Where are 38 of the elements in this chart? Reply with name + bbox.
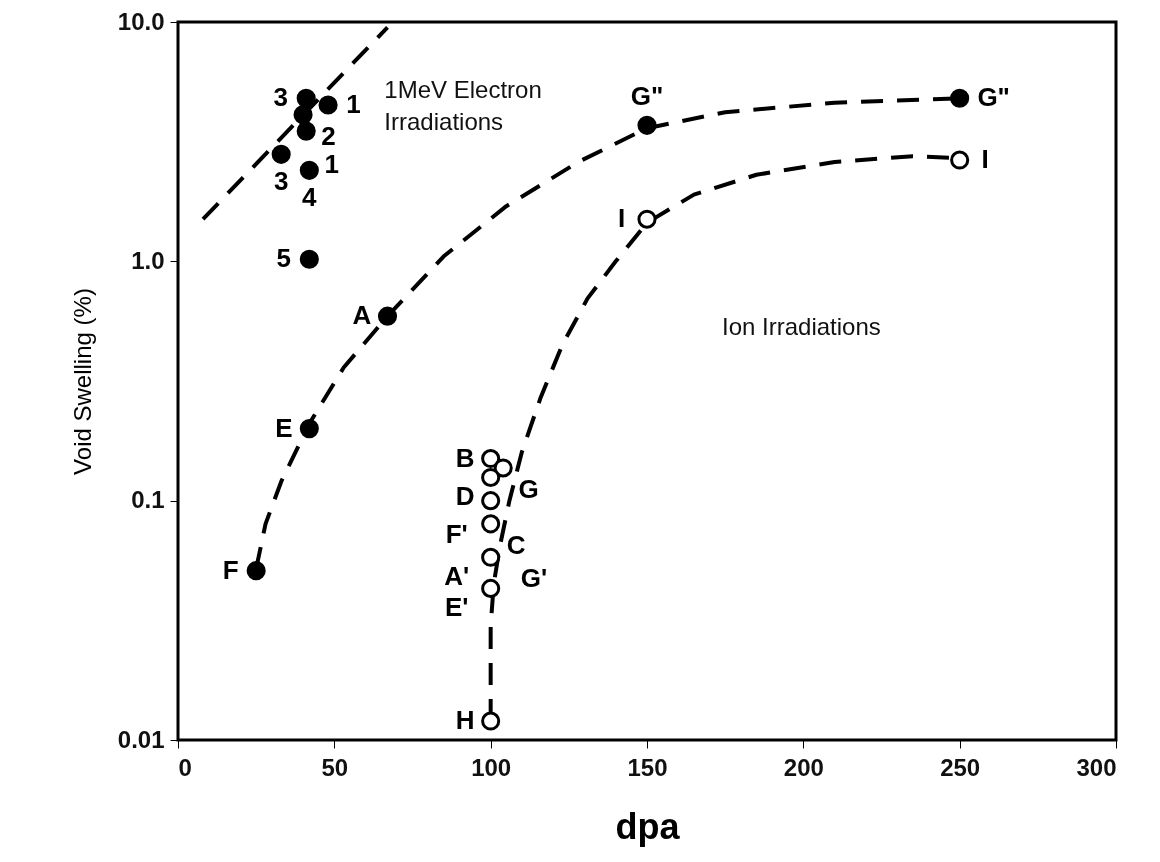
annotation: B xyxy=(455,442,475,473)
annotation: D xyxy=(455,481,475,512)
annotation: 1 xyxy=(324,149,339,180)
annotation: E' xyxy=(444,592,469,623)
annotation: 3 xyxy=(273,82,288,113)
y-axis-title: Void Swelling (%) xyxy=(68,288,96,475)
annotation: 5 xyxy=(276,243,292,274)
annotation: G" xyxy=(977,82,1010,113)
annotation: G" xyxy=(630,81,664,112)
annotation: G' xyxy=(520,563,548,594)
x-tick-label: 100 xyxy=(471,753,512,781)
x-tick-label: 300 xyxy=(1076,753,1117,781)
annotation: F' xyxy=(445,518,468,549)
annotation: Ion Irradiations xyxy=(722,313,881,341)
annotation: H xyxy=(455,705,475,736)
x-tick-label: 200 xyxy=(783,753,824,781)
x-tick-label: 250 xyxy=(940,753,981,781)
annotation: A xyxy=(352,300,372,331)
annotation: G xyxy=(518,473,539,504)
annotation: 1 xyxy=(346,89,361,119)
annotation: 3 xyxy=(273,166,289,197)
annotation: A' xyxy=(444,561,470,592)
y-tick-label: 10.0 xyxy=(117,7,165,35)
annotation: I xyxy=(617,203,626,234)
x-tick-label: 50 xyxy=(321,753,349,781)
y-tick-label: 0.01 xyxy=(117,725,165,753)
y-tick-label: 1.0 xyxy=(131,246,165,274)
annotation: 1MeV Electron Irradiations xyxy=(384,76,542,136)
y-tick-label: 0.1 xyxy=(131,486,165,514)
x-tick-label: 150 xyxy=(627,753,668,781)
annotation: 2 xyxy=(321,120,336,151)
annotation: E xyxy=(275,412,293,443)
x-axis-title: dpa xyxy=(615,805,681,847)
annotation: F xyxy=(222,554,239,585)
x-tick-label: 0 xyxy=(178,753,192,781)
annotation: I xyxy=(981,144,989,175)
annotation: C xyxy=(506,529,526,560)
annotation: 4 xyxy=(302,182,318,213)
